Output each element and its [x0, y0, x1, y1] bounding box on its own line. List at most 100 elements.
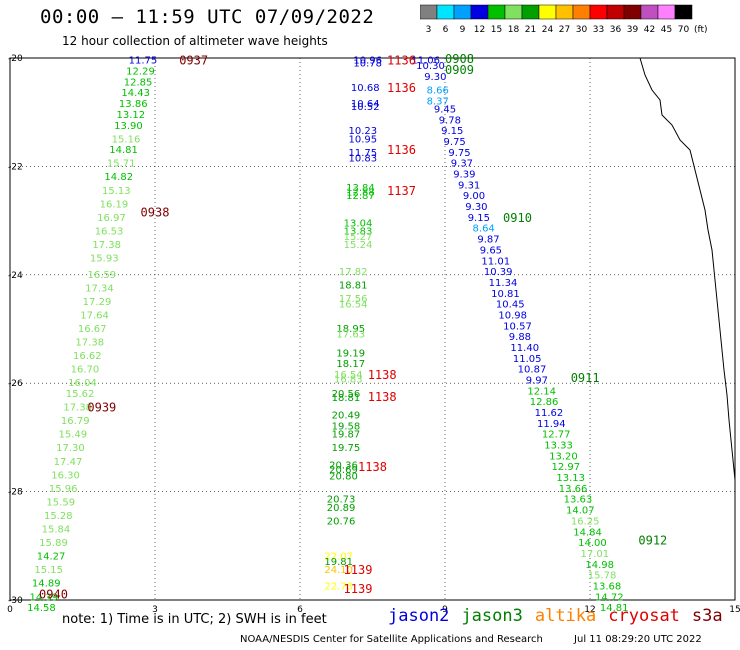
pass-time-label: 0908: [445, 52, 474, 66]
wave-height-value: 12.77: [542, 430, 571, 441]
wave-height-value: 15.78: [588, 571, 617, 582]
y-tick-label: -26: [8, 379, 23, 389]
wave-height-value: 14.58: [27, 603, 56, 614]
footer-source: NOAA/NESDIS Center for Satellite Applica…: [240, 634, 543, 645]
wave-height-value: 19.58: [332, 422, 361, 433]
wave-height-value: 16.70: [71, 365, 100, 376]
wave-height-value: 11.94: [537, 419, 566, 430]
note-text: note: 1) Time is in UTC; 2) SWH is in fe…: [62, 612, 327, 627]
pass-time-label: 1138: [368, 368, 397, 382]
wave-height-value: 11.75: [349, 148, 378, 159]
wave-height-value: 15.28: [44, 511, 73, 522]
pass-time-label: 0909: [445, 63, 474, 77]
wave-height-value: 8.64: [473, 224, 495, 235]
footer: NOAA/NESDIS Center for Satellite Applica…: [240, 634, 702, 645]
colorbar-swatch: [674, 4, 693, 20]
wave-height-value: 16.97: [97, 213, 126, 224]
wave-height-value: 13.86: [119, 99, 148, 110]
pass-time-label: 1136: [387, 81, 416, 95]
colorbar-swatch: [589, 4, 608, 20]
wave-height-value: 20.89: [327, 503, 356, 514]
wave-height-value: 15.15: [34, 565, 63, 576]
wave-height-value: 11.34: [489, 278, 518, 289]
wave-height-value: 10.39: [484, 267, 513, 278]
wave-height-value: 17.01: [581, 549, 610, 560]
wave-height-value: 16.62: [73, 351, 102, 362]
wave-height-value: 16.67: [78, 324, 107, 335]
colorbar-swatch: [657, 4, 676, 20]
wave-height-value: 15.96: [49, 484, 78, 495]
wave-height-value: 17.38: [75, 338, 104, 349]
wave-height-value: 17.29: [83, 297, 112, 308]
wave-height-value: 13.68: [593, 581, 622, 592]
wave-height-value: 19.81: [324, 557, 353, 568]
wave-height-value: 15.62: [66, 389, 95, 400]
wave-height-value: 20.56: [332, 389, 361, 400]
wave-height-value: 15.24: [344, 240, 373, 251]
wave-height-value: 17.38: [63, 403, 92, 414]
wave-height-value: 13.63: [564, 495, 593, 506]
colorbar-swatch: [606, 4, 625, 20]
colorbar-label: 24: [542, 25, 554, 35]
wave-height-value: 18.81: [339, 281, 368, 292]
wave-height-value: 20.73: [327, 495, 356, 506]
pass-time-label: 0911: [571, 371, 600, 385]
colorbar-label: 12: [474, 25, 485, 35]
legend-altika: altika: [534, 606, 597, 626]
legend-jason2: jason2: [388, 606, 450, 626]
wave-height-value: 20.76: [327, 516, 356, 527]
wave-height-value: 18.95: [336, 324, 365, 335]
plot-frame: [9, 57, 736, 601]
wave-height-value: 10.64: [351, 99, 380, 110]
colorbar-swatch: [470, 4, 489, 20]
wave-height-value: 14.72: [595, 592, 624, 603]
wave-height-value: 12.88: [346, 187, 375, 198]
wave-height-value: 10.57: [503, 321, 532, 332]
colorbar-label: 45: [661, 25, 672, 35]
colorbar-label: 27: [559, 25, 570, 35]
pass-time-label: 1136: [387, 54, 416, 68]
wave-height-value: 20.80: [329, 471, 358, 482]
wave-height-value: 12.85: [124, 77, 153, 88]
wave-height-value: 8.37: [427, 96, 449, 107]
wave-height-value: 13.04: [344, 218, 373, 229]
wave-height-value: 14.07: [566, 506, 595, 517]
wave-height-value: 11.75: [129, 56, 158, 67]
wave-height-value: 11.05: [513, 354, 542, 365]
wave-height-value: 16.59: [88, 270, 117, 281]
wave-height-value: 15.84: [42, 525, 71, 536]
x-tick-label: 12: [584, 605, 595, 615]
wave-height-value: 9.78: [439, 115, 461, 126]
wave-height-value: 16.04: [68, 378, 97, 389]
wave-height-value: 16.54: [334, 370, 363, 381]
wave-height-value: 9.75: [448, 148, 470, 159]
wave-height-value: 9.39: [453, 170, 475, 181]
colorbar-swatch: [538, 4, 557, 20]
wave-height-value: 15.27: [344, 232, 373, 243]
wave-height-value: 15.93: [90, 254, 119, 265]
colorbar-label: 15: [491, 25, 502, 35]
pass-time-label: 1139: [344, 563, 373, 577]
wave-height-value: 22.73: [324, 581, 353, 592]
colorbar-label: 3: [426, 25, 432, 35]
pass-time-label: 0938: [141, 205, 170, 219]
wave-height-value: 17.34: [85, 283, 114, 294]
y-tick-label: -20: [8, 54, 23, 64]
wave-height-value: 9.97: [526, 375, 548, 386]
wave-height-value: 8.66: [427, 86, 449, 97]
wave-height-value: 16.19: [100, 199, 129, 210]
wave-height-value: 15.49: [59, 430, 88, 441]
pass-time-label: 0910: [503, 211, 532, 225]
wave-height-value: 17.63: [336, 329, 365, 340]
legend-cryosat: cryosat: [608, 606, 680, 626]
satellite-legend: jason2 jason3 altika cryosat s3a: [388, 606, 735, 626]
wave-height-value: 20.36: [329, 461, 358, 472]
footer-timestamp: Jul 11 08:29:20 UTC 2022: [574, 634, 702, 645]
colorbar-label: 30: [576, 25, 588, 35]
wave-height-value: 13.33: [544, 441, 573, 452]
wave-height-value: 12.87: [346, 191, 375, 202]
wave-height-value: 10.45: [496, 300, 525, 311]
wave-height-value: 9.65: [480, 245, 502, 256]
wave-height-value: 12.29: [126, 67, 155, 78]
